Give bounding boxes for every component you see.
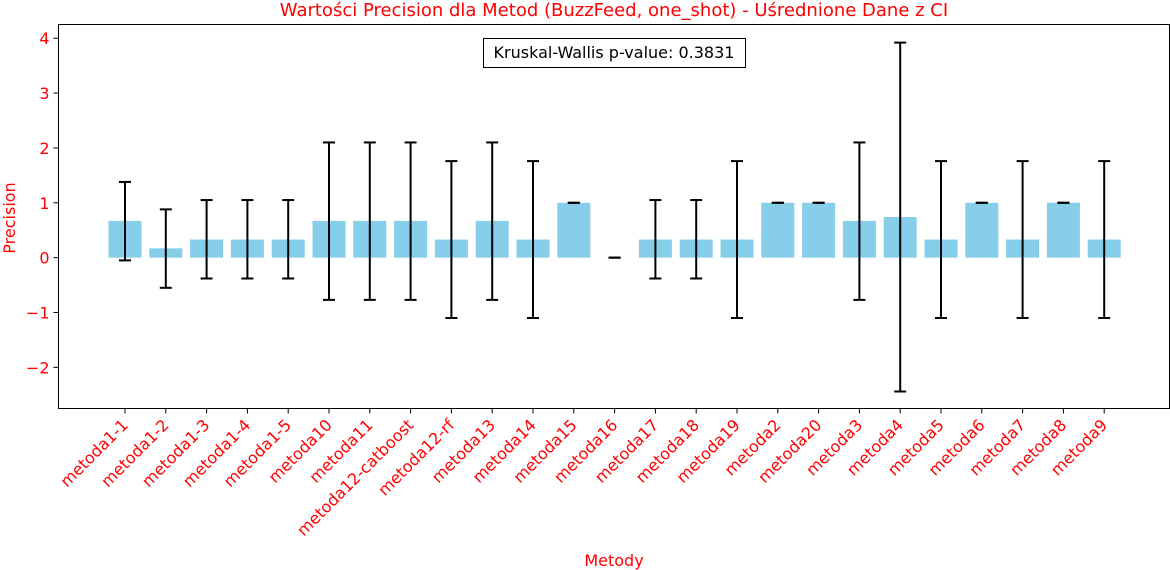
error-bar-metoda1-1 xyxy=(119,180,131,262)
error-bar-metoda1-2 xyxy=(159,208,172,289)
bar-metoda2 xyxy=(761,202,795,258)
error-bar-metoda7 xyxy=(1016,160,1029,319)
x-axis-label: Metody xyxy=(584,551,643,570)
error-bar-metoda19 xyxy=(731,160,743,319)
y-tick-label: 4 xyxy=(39,29,49,48)
y-tick-label: 1 xyxy=(39,194,49,213)
annotation-box: Kruskal-Wallis p-value: 0.3831 xyxy=(483,38,746,68)
y-tick-label: 3 xyxy=(39,84,49,103)
y-tick-label: −1 xyxy=(26,304,50,323)
error-bar-metoda9 xyxy=(1098,160,1111,319)
bars-layer xyxy=(108,202,1121,258)
error-bar-metoda13 xyxy=(486,141,499,301)
error-bar-metoda14 xyxy=(527,160,539,319)
error-bar-metoda5 xyxy=(935,160,947,319)
bar-metoda6 xyxy=(965,202,999,258)
error-bar-metoda18 xyxy=(690,199,703,280)
y-tick-label: −2 xyxy=(26,358,50,377)
y-tick-label: 2 xyxy=(39,139,49,158)
error-bar-metoda12-rf xyxy=(445,160,458,319)
bar-metoda15 xyxy=(557,202,591,258)
annotation-text: Kruskal-Wallis p-value: 0.3831 xyxy=(494,43,735,62)
error-bar-metoda1-3 xyxy=(200,199,213,280)
error-bars-layer xyxy=(119,41,1111,393)
y-axis-label: Precision xyxy=(0,182,19,253)
bar-metoda8 xyxy=(1046,202,1080,258)
error-bar-metoda1-5 xyxy=(282,199,295,280)
y-axis: −2 −1 0 1 2 3 4 xyxy=(26,29,59,377)
error-bar-metoda4 xyxy=(894,41,907,393)
x-axis: metoda1-1metoda1-2metoda1-3metoda1-4meto… xyxy=(56,408,1111,540)
error-bar-metoda10 xyxy=(323,141,335,301)
bar-metoda20 xyxy=(802,202,836,258)
plot-frame xyxy=(58,24,1170,409)
error-bar-metoda1-4 xyxy=(241,199,254,280)
chart-title: Wartości Precision dla Metod (BuzzFeed, … xyxy=(280,0,948,21)
error-bar-metoda17 xyxy=(649,199,662,280)
y-tick-label: 0 xyxy=(39,249,49,268)
error-bar-metoda11 xyxy=(363,141,376,301)
error-bar-metoda12-catboost xyxy=(404,141,417,301)
error-bar-metoda3 xyxy=(853,141,866,301)
